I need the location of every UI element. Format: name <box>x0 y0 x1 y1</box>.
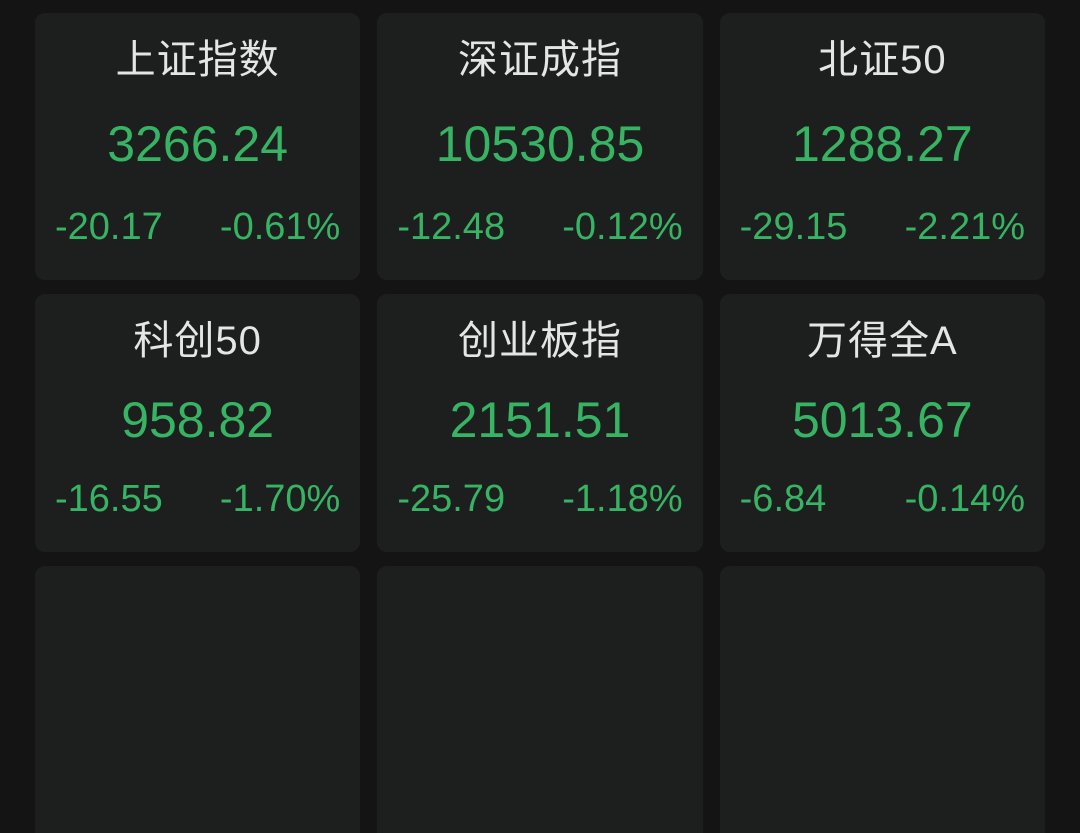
index-change: -16.55 <box>55 478 163 521</box>
index-change-percent: -1.70% <box>219 478 341 521</box>
index-card-partial <box>35 566 361 833</box>
index-name: 万得全A <box>806 319 958 363</box>
index-name: 创业板指 <box>457 319 622 363</box>
index-change: -29.15 <box>739 206 848 249</box>
index-change-percent: -0.61% <box>219 206 341 249</box>
index-card-szse[interactable]: 深证成指 10530.85 -12.48 -0.12% <box>377 13 703 280</box>
index-name: 北证50 <box>818 38 947 82</box>
index-change-percent: -2.21% <box>904 206 1025 249</box>
index-value: 10530.85 <box>435 115 645 172</box>
index-card-star50[interactable]: 科创50 958.82 -16.55 -1.70% <box>35 294 361 552</box>
index-value: 2151.51 <box>449 392 631 449</box>
index-change: -6.84 <box>739 478 827 521</box>
index-change: -20.17 <box>55 206 163 249</box>
index-card-chinext[interactable]: 创业板指 2151.51 -25.79 -1.18% <box>377 294 703 552</box>
index-change-percent: -0.12% <box>562 206 683 249</box>
index-card-partial <box>719 566 1045 833</box>
index-change-row: -20.17 -0.61% <box>55 206 340 250</box>
index-card-bse50[interactable]: 北证50 1288.27 -29.15 -2.21% <box>719 13 1045 280</box>
index-change: -25.79 <box>397 478 506 521</box>
index-value: 3266.24 <box>107 115 289 172</box>
index-change-row: -6.84 -0.14% <box>740 478 1025 522</box>
index-change-row: -12.48 -0.12% <box>397 206 682 250</box>
index-change-row: -16.55 -1.70% <box>55 478 340 522</box>
index-change-percent: -0.14% <box>904 478 1025 521</box>
index-change: -12.48 <box>397 206 506 249</box>
index-name: 上证指数 <box>115 38 280 82</box>
index-name: 深证成指 <box>457 38 622 82</box>
index-card-wind-all-a[interactable]: 万得全A 5013.67 -6.84 -0.14% <box>719 294 1045 552</box>
index-grid: 上证指数 3266.24 -20.17 -0.61% 深证成指 10530.85… <box>35 13 1045 833</box>
index-value: 958.82 <box>121 392 275 449</box>
index-value: 1288.27 <box>791 115 973 172</box>
index-value: 5013.67 <box>791 392 973 449</box>
index-change-row: -29.15 -2.21% <box>740 206 1025 250</box>
index-change-percent: -1.18% <box>562 478 683 521</box>
index-card-partial <box>377 566 703 833</box>
index-name: 科创50 <box>133 319 262 363</box>
index-card-sse[interactable]: 上证指数 3266.24 -20.17 -0.61% <box>35 13 361 280</box>
index-change-row: -25.79 -1.18% <box>397 478 682 522</box>
